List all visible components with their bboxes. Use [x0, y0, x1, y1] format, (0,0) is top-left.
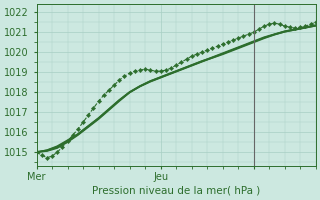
X-axis label: Pression niveau de la mer( hPa ): Pression niveau de la mer( hPa ): [92, 186, 260, 196]
